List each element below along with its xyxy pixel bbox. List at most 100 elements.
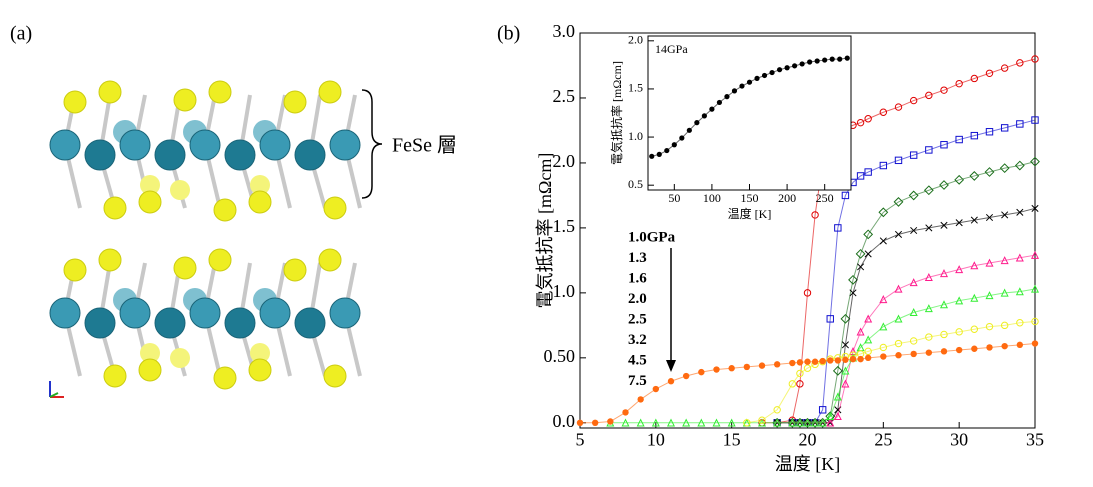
point (789, 359, 796, 367)
x-tick-label: 200 (778, 191, 796, 205)
atom-fe (329, 297, 361, 329)
atom-se (208, 248, 232, 272)
atom-fe (119, 129, 151, 161)
point (910, 350, 917, 358)
point (1030, 156, 1040, 167)
point (970, 216, 978, 224)
point (985, 213, 994, 222)
point (776, 67, 783, 73)
atom-se (173, 88, 197, 112)
point (879, 295, 888, 304)
point (807, 59, 813, 65)
point (697, 418, 706, 427)
point (827, 357, 834, 364)
axis-arrow (49, 392, 59, 398)
point (940, 141, 948, 149)
point (864, 115, 872, 123)
point (761, 72, 768, 79)
point (857, 355, 864, 363)
point (671, 142, 677, 148)
point (940, 86, 948, 94)
point (607, 418, 614, 425)
point (1001, 211, 1009, 219)
panel-label: (a) (10, 23, 32, 45)
point (1016, 341, 1024, 349)
point (856, 118, 865, 127)
point (754, 75, 760, 81)
atom-se (103, 196, 127, 220)
atom-se (208, 80, 232, 104)
point (796, 359, 804, 366)
atom-se (138, 358, 162, 382)
point (701, 113, 707, 119)
point (664, 147, 670, 154)
point (841, 366, 850, 375)
point (909, 96, 918, 105)
point (743, 419, 751, 427)
point (803, 289, 812, 297)
point (804, 358, 811, 365)
point (769, 69, 775, 76)
point (758, 416, 766, 424)
point (811, 211, 819, 219)
point (970, 293, 979, 302)
point (940, 221, 948, 229)
point (822, 57, 828, 63)
point (1031, 55, 1039, 63)
crystal-structure (49, 80, 362, 390)
y-tick-label: 0.50 (544, 346, 576, 366)
point (842, 356, 849, 363)
point (986, 344, 993, 351)
point (849, 289, 857, 297)
point (856, 172, 865, 180)
annotation: 14GPa (655, 42, 688, 56)
point (709, 106, 715, 112)
atom-se (213, 366, 237, 390)
point (925, 91, 933, 100)
point (969, 171, 980, 181)
point (955, 79, 963, 88)
x-axis-label: 温度 [K] (775, 454, 841, 474)
plot-frame (647, 35, 852, 191)
point (879, 108, 888, 116)
point (940, 348, 948, 355)
atom-fe (84, 307, 116, 339)
point (970, 74, 979, 83)
point (856, 327, 865, 336)
point (814, 58, 820, 64)
point (667, 378, 675, 385)
point (999, 163, 1010, 174)
y-tick-label: 0.0 (553, 411, 576, 431)
point (795, 417, 805, 428)
atom-se (98, 248, 122, 272)
point (1031, 340, 1039, 347)
point (880, 353, 887, 360)
atom-se-back (250, 343, 270, 363)
point (818, 406, 827, 414)
point (1000, 256, 1009, 265)
x-tick-label: 5 (576, 430, 585, 450)
point (826, 411, 835, 421)
point (811, 358, 819, 365)
point (924, 304, 933, 313)
point (879, 237, 887, 245)
atom-se (248, 190, 272, 214)
point (970, 325, 979, 333)
y-axis-label: 電気抵抗率 [mΩcm] (609, 61, 624, 165)
point (656, 151, 662, 157)
point (713, 366, 720, 373)
point (773, 361, 781, 368)
x-tick-label: 25 (874, 430, 892, 450)
point (985, 291, 994, 300)
point (955, 265, 964, 274)
point (864, 335, 873, 344)
point (833, 411, 842, 421)
legend-entry: 7.5 (628, 373, 647, 389)
atom-fe (189, 297, 221, 329)
point (773, 418, 782, 427)
atom-se-back (170, 180, 190, 200)
x-tick-label: 250 (816, 191, 834, 205)
point (841, 341, 849, 349)
point (636, 418, 645, 427)
point (985, 69, 994, 77)
